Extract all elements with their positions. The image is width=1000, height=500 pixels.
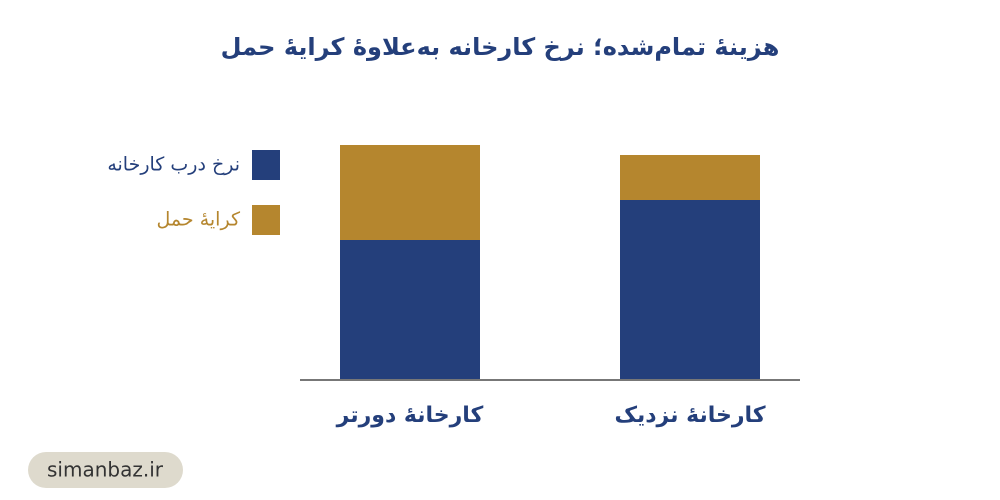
bar-segment — [340, 145, 480, 240]
legend-label: کرایهٔ حمل — [157, 209, 241, 231]
legend-label: نرخ درب کارخانه — [107, 154, 240, 176]
legend-swatch — [252, 205, 280, 235]
bar-segment — [620, 200, 760, 380]
x-tick-label: کارخانهٔ نزدیک — [614, 403, 765, 428]
bar-segment — [620, 155, 760, 200]
x-tick-label: کارخانهٔ دورتر — [336, 403, 484, 428]
watermark-pill — [28, 452, 183, 488]
legend-swatch — [252, 150, 280, 180]
watermark: simanbaz.ir — [47, 458, 164, 482]
chart-title: هزینهٔ تمام‌شده؛ نرخ کارخانه به‌علاوهٔ ک… — [221, 33, 780, 61]
bar-segment — [340, 240, 480, 380]
